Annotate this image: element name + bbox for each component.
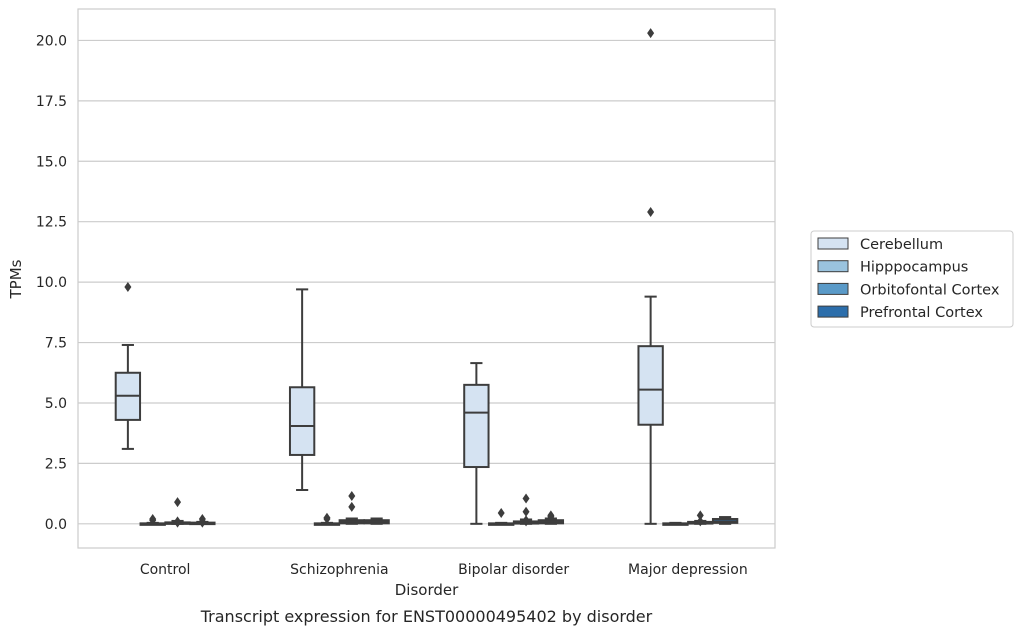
- box-mark: [687, 510, 714, 527]
- y-tick-labels: 0.0 2.5 5.0 7.5 10.0 12.5 15.0 17.5 20.0: [36, 33, 67, 532]
- outlier-point: [198, 513, 206, 524]
- box-mark: [711, 516, 739, 525]
- plot-area-frame: [77, 8, 776, 549]
- outlier-point: [348, 491, 356, 502]
- box-mark: [114, 281, 142, 450]
- legend-label: Hipppocampus: [860, 260, 968, 276]
- outlier-point: [522, 506, 530, 517]
- outlier-point: [124, 281, 132, 292]
- x-axis-title: Disorder: [395, 581, 459, 599]
- y-tick-label: 20.0: [36, 33, 67, 49]
- box-mark: [338, 491, 365, 525]
- box-mark: [637, 28, 664, 525]
- box-mark: [463, 362, 490, 525]
- legend: Cerebellum Hipppocampus Orbitofontal Corte…: [810, 230, 1014, 328]
- legend-label: Orbitofontal Cortex: [860, 282, 1000, 298]
- box-mark: [488, 507, 515, 526]
- box-mark: [313, 512, 341, 526]
- outlier-point: [174, 497, 182, 508]
- box-mark: [139, 513, 166, 526]
- legend-label: Cerebellum: [860, 237, 943, 253]
- grid-lines: [78, 39, 775, 525]
- series-group: [164, 491, 714, 528]
- outlier-point: [696, 510, 704, 521]
- box-body: [637, 345, 664, 426]
- x-tick-label: Major depression: [628, 562, 748, 578]
- legend-frame: [810, 230, 1014, 328]
- outlier-point: [522, 493, 530, 504]
- box-series: [114, 28, 739, 528]
- box-mark: [662, 521, 689, 526]
- box-body: [463, 383, 490, 469]
- outlier-point: [547, 510, 555, 521]
- outlier-point: [323, 512, 331, 523]
- y-tick-label: 5.0: [45, 396, 67, 412]
- outlier-point: [696, 516, 704, 527]
- outlier-point: [647, 207, 655, 218]
- outlier-point: [174, 516, 182, 527]
- legend-swatch: [817, 260, 849, 273]
- x-tick-label: Schizophrenia: [290, 562, 388, 578]
- y-tick-label: 12.5: [36, 215, 67, 231]
- box-mark: [189, 513, 216, 528]
- legend-label: Prefrontal Cortex: [860, 305, 983, 321]
- x-tick-label: Control: [140, 562, 191, 578]
- x-tick-label: Bipolar disorder: [458, 562, 569, 578]
- y-tick-label: 17.5: [36, 94, 67, 110]
- outlier-point: [647, 28, 655, 39]
- box-mark: [288, 288, 316, 491]
- y-tick-label: 2.5: [45, 456, 67, 472]
- box-mark: [512, 493, 540, 527]
- legend-swatch: [817, 282, 849, 295]
- legend-swatch: [817, 237, 849, 250]
- outlier-point: [149, 513, 157, 524]
- x-tick-labels: Control Schizophrenia Bipolar disorder Majo…: [140, 562, 748, 578]
- y-tick-label: 15.0: [36, 154, 67, 170]
- outlier-point: [497, 507, 505, 518]
- y-axis-title: TPMs: [7, 259, 25, 299]
- series-group: [139, 507, 689, 526]
- box-body: [288, 386, 316, 456]
- y-tick-label: 7.5: [45, 336, 67, 352]
- series-group: [189, 510, 739, 528]
- y-tick-label: 10.0: [36, 275, 67, 291]
- legend-swatch: [817, 305, 849, 318]
- series-group: [114, 28, 664, 525]
- chart-caption: Transcript expression for ENST0000049540…: [200, 607, 653, 626]
- box-mark: [363, 517, 390, 525]
- outlier-point: [348, 501, 356, 512]
- box-mark: [537, 510, 565, 525]
- box-mark: [164, 497, 191, 528]
- y-tick-label: 0.0: [45, 517, 67, 533]
- outlier-point: [522, 515, 530, 526]
